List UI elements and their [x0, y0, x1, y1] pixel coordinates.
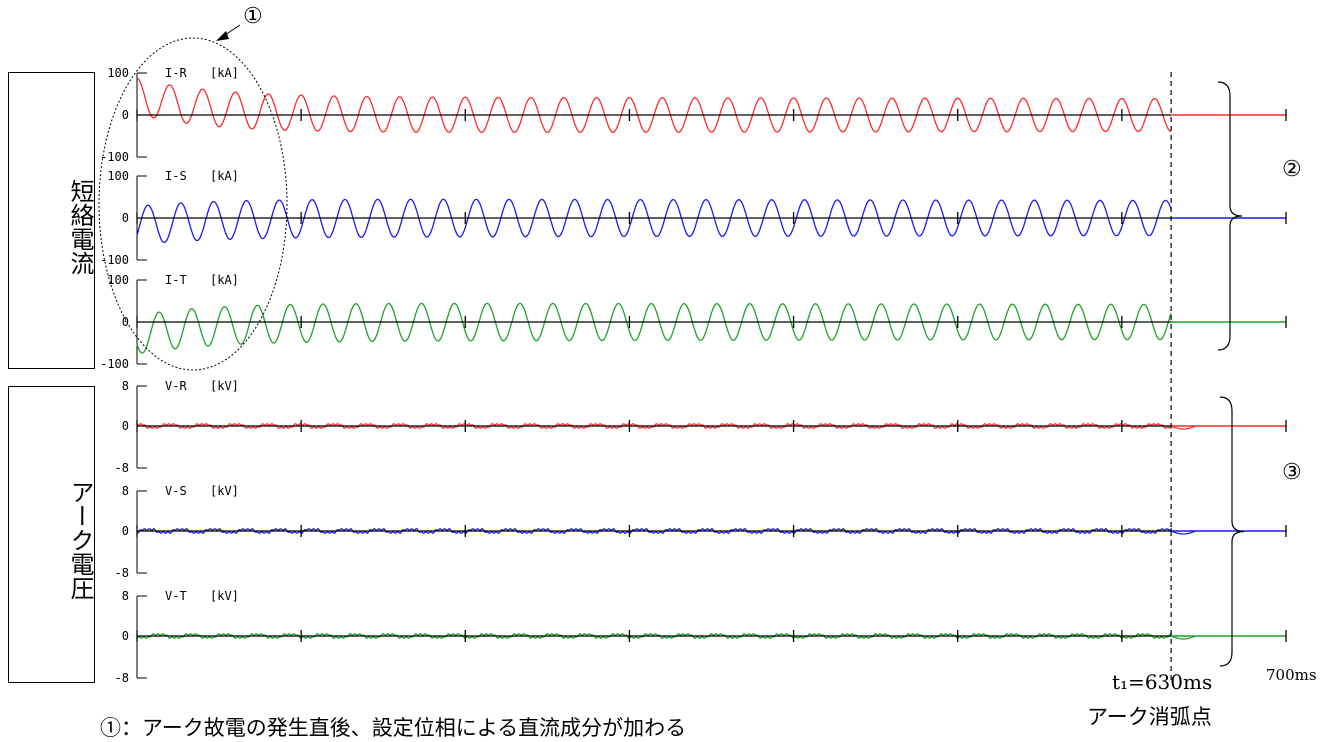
waveform-i-r [136, 77, 1172, 134]
y-tick-label: -100 [100, 150, 129, 164]
series-title: I-T [165, 273, 187, 287]
waveform-i-s [136, 198, 1172, 244]
y-tick-label: -100 [100, 253, 129, 267]
marker-2: ② [1282, 157, 1302, 182]
marker-3: ③ [1282, 460, 1302, 485]
y-tick-label: 8 [122, 484, 129, 498]
end-time-label: 700ms [1266, 666, 1317, 684]
brace-voltages [1219, 396, 1245, 667]
series-unit: [kV] [210, 589, 239, 603]
y-tick-label: 0 [122, 211, 129, 225]
footnote: ①：アーク故電の発生直後、設定位相による直流成分が加わる [100, 716, 687, 740]
series-unit: [kA] [210, 66, 239, 80]
y-tick-label: -100 [100, 357, 129, 371]
panel-v-s: 8 0 -8 V-S [kV] [115, 484, 1287, 580]
voltage-group-label: アーク電圧 [8, 386, 95, 683]
marker-1: ① [243, 4, 263, 29]
y-tick-label: 0 [122, 315, 129, 329]
waveform-v-s [136, 527, 1196, 535]
series-title: V-R [165, 379, 187, 393]
series-unit: [kV] [210, 379, 239, 393]
y-tick-label: -8 [115, 461, 129, 475]
y-tick-label: -8 [115, 671, 129, 685]
series-title: V-T [165, 589, 187, 603]
waveform-i-t [136, 302, 1172, 354]
y-tick-label: 100 [107, 66, 129, 80]
panel-i-r: 100 0 -100 I-R [kA] [100, 66, 1287, 164]
brace-currents [1217, 81, 1243, 351]
y-tick-label: 0 [122, 419, 129, 433]
y-tick-label: 8 [122, 379, 129, 393]
y-tick-label: 100 [107, 273, 129, 287]
y-tick-label: 0 [122, 524, 129, 538]
waveform-v-r [136, 423, 1196, 430]
waveform-v-t [136, 632, 1196, 640]
y-tick-label: 0 [122, 629, 129, 643]
series-title: V-S [165, 484, 187, 498]
current-group-label: 短絡電流 [8, 72, 95, 369]
panel-i-s: 100 0 -100 I-S [kA] [100, 169, 1287, 267]
series-unit: [kV] [210, 484, 239, 498]
voltage-group-text: アーク電圧 [66, 480, 94, 600]
series-unit: [kA] [210, 273, 239, 287]
series-title: I-S [165, 169, 187, 183]
panel-v-t: 8 0 -8 V-T [kV] [115, 589, 1287, 685]
y-tick-label: 0 [122, 108, 129, 122]
series-unit: [kA] [210, 169, 239, 183]
y-tick-label: 100 [107, 169, 129, 183]
panel-i-t: 100 0 -100 I-T [kA] [100, 273, 1287, 371]
series-title: I-R [165, 66, 187, 80]
dc-offset-ellipse [98, 37, 288, 371]
current-group-text: 短絡電流 [66, 179, 94, 275]
t1-label: t₁=630ms [1112, 670, 1213, 694]
y-tick-label: 8 [122, 589, 129, 603]
arc-extinction-label: アーク消弧点 [1087, 705, 1212, 729]
panel-v-r: 8 0 -8 V-R [kV] [115, 379, 1287, 475]
y-tick-label: -8 [115, 566, 129, 580]
marker-1-arrowhead [216, 31, 229, 41]
